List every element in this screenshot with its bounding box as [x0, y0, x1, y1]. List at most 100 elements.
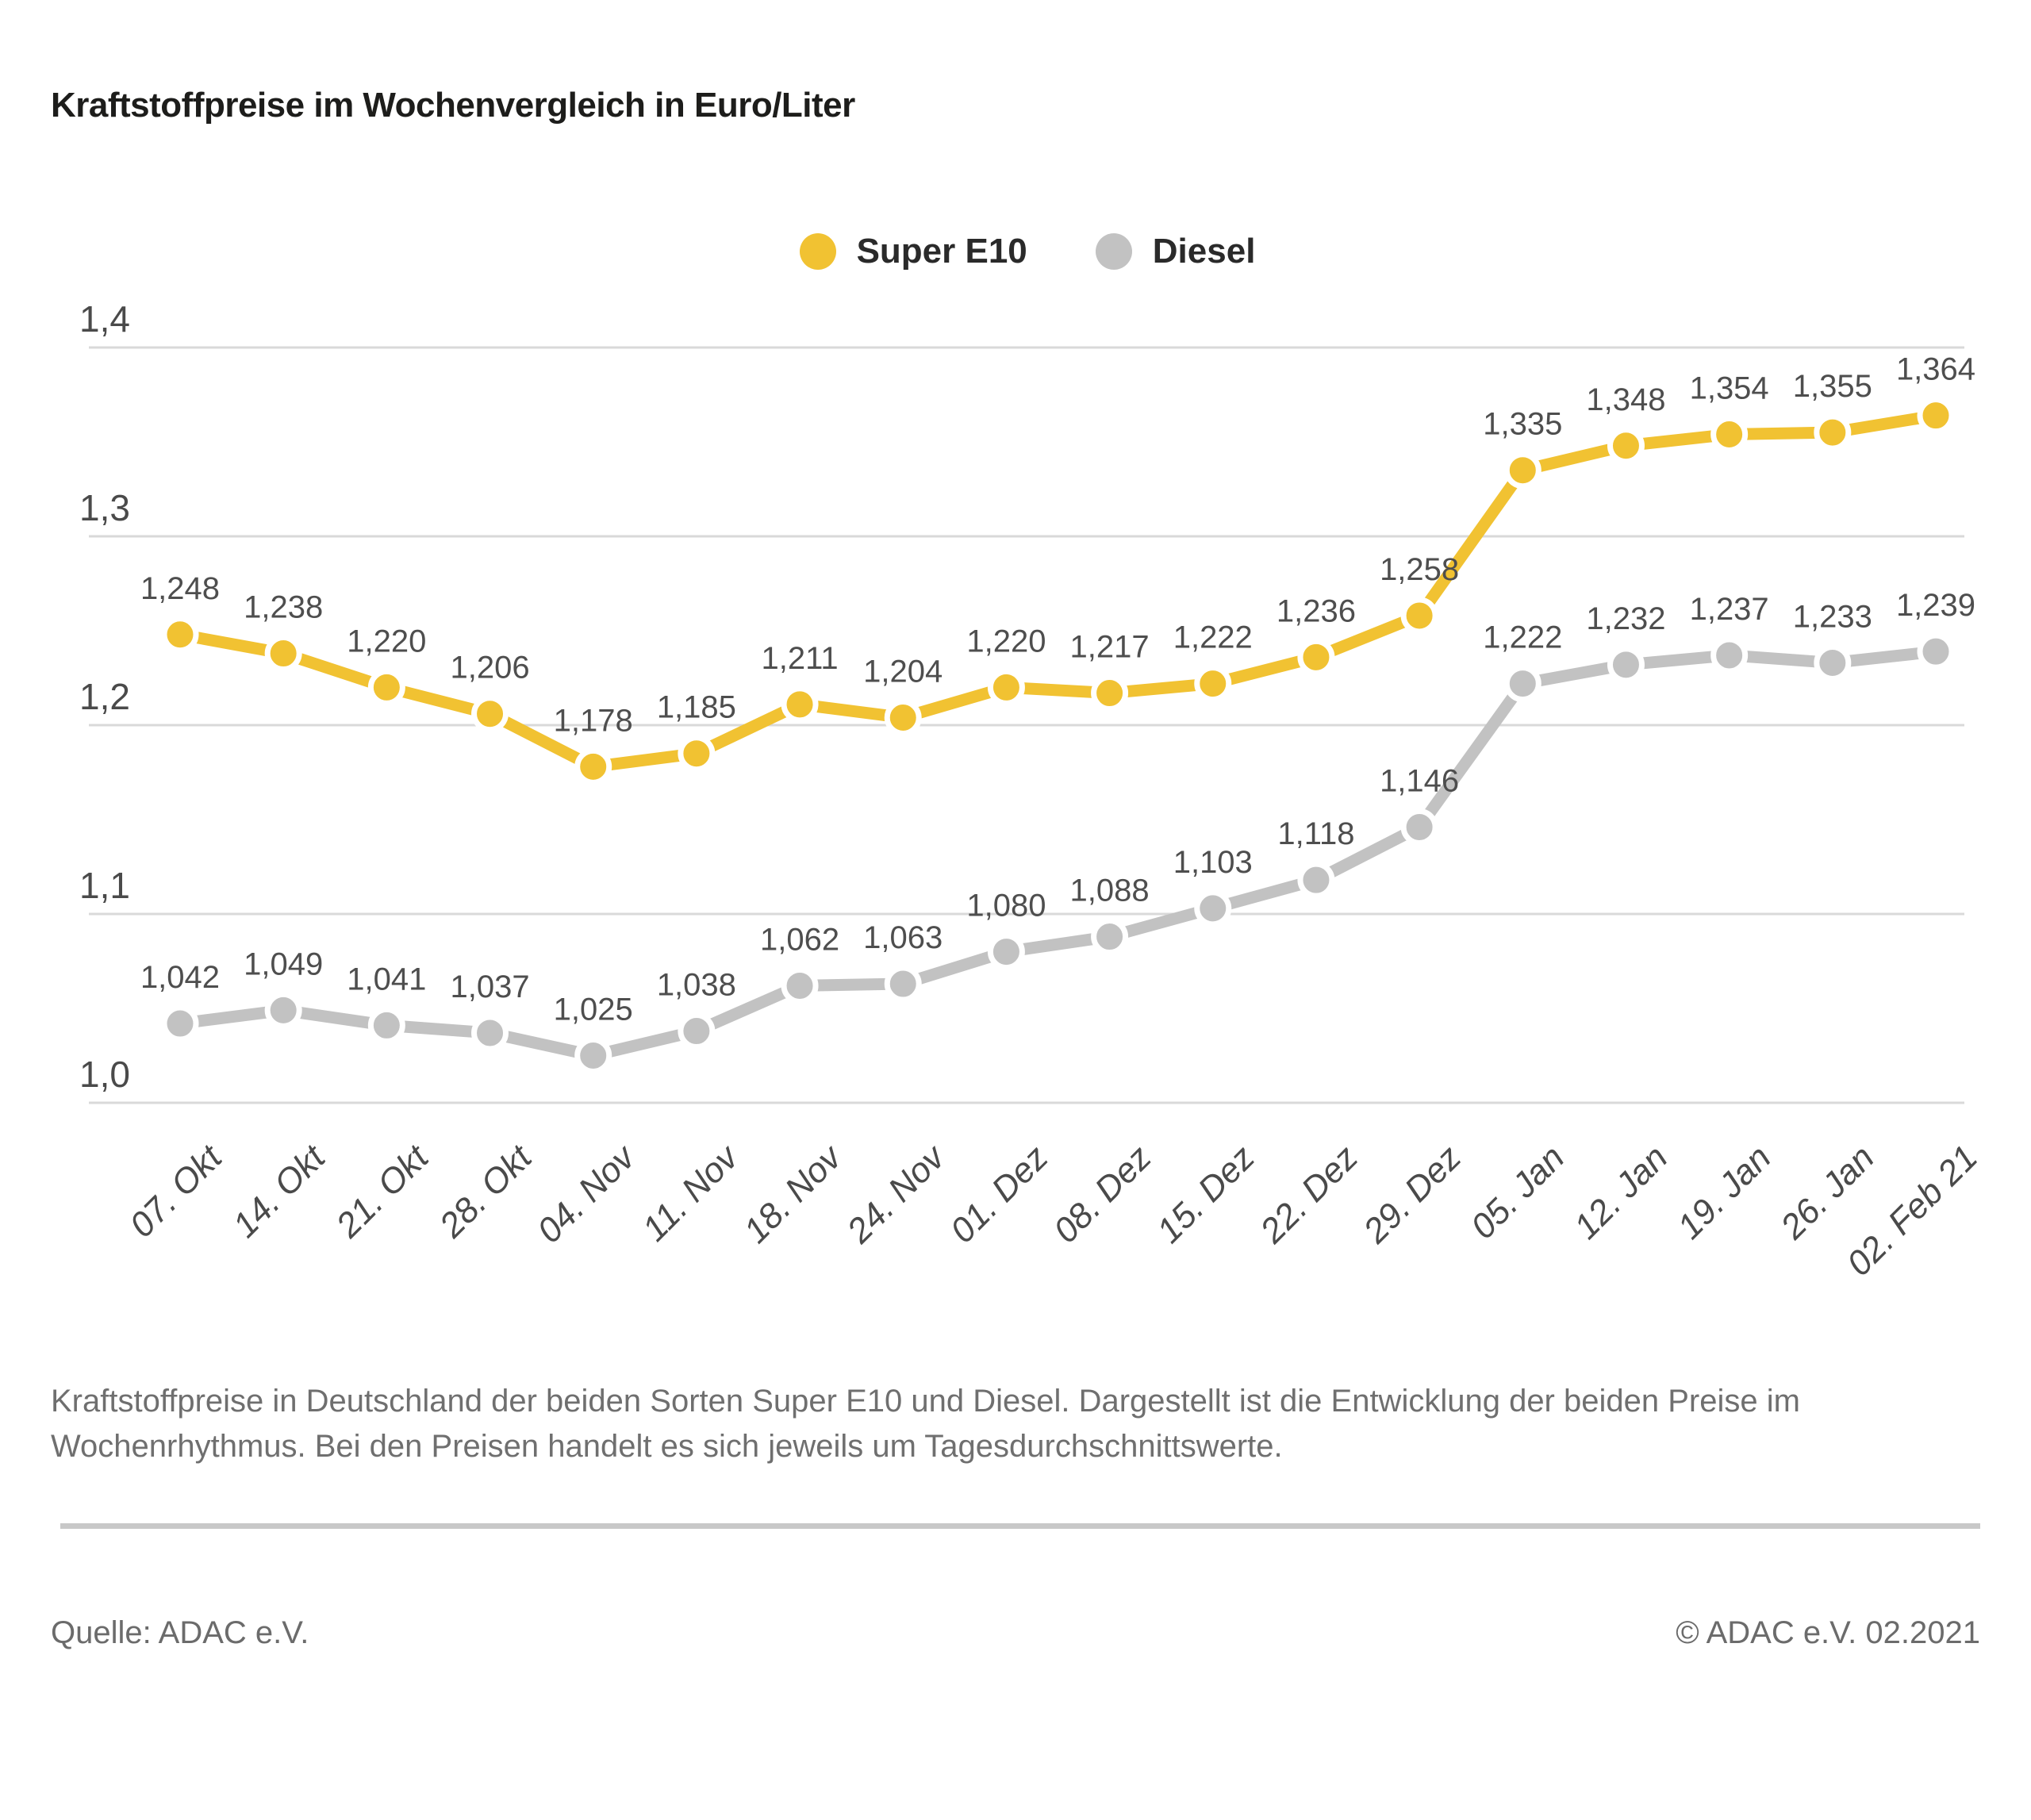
data-point-label-super-e10: 1,211 — [761, 641, 838, 676]
data-point-marker-super-e10 — [884, 698, 922, 736]
data-point-label-super-e10: 1,354 — [1690, 371, 1769, 405]
data-point-marker-super-e10 — [1607, 427, 1645, 465]
divider — [60, 1523, 1980, 1529]
data-point-marker-super-e10 — [1503, 451, 1541, 490]
x-axis-tick-label: 07. Okt — [122, 1137, 230, 1245]
data-point-label-diesel: 1,146 — [1380, 764, 1459, 799]
data-point-marker-diesel — [1194, 889, 1232, 927]
data-point-marker-super-e10 — [1917, 397, 1955, 435]
x-axis-tick-label: 15. Dez — [1150, 1138, 1262, 1250]
data-point-marker-diesel — [367, 1006, 405, 1044]
data-point-label-diesel: 1,025 — [554, 993, 633, 1027]
data-point-label-diesel: 1,062 — [760, 922, 839, 957]
data-point-label-diesel: 1,080 — [966, 889, 1046, 923]
x-axis-tick-label: 14. Okt — [225, 1137, 333, 1245]
copyright-text: © ADAC e.V. 02.2021 — [1676, 1615, 1980, 1650]
footer: Quelle: ADAC e.V. © ADAC e.V. 02.2021 — [51, 1615, 1980, 1651]
legend-label-super-e10: Super E10 — [856, 232, 1027, 271]
data-point-marker-diesel — [471, 1014, 509, 1052]
data-point-label-super-e10: 1,348 — [1586, 382, 1665, 417]
source-text: Quelle: ADAC e.V. — [51, 1615, 309, 1650]
data-point-marker-diesel — [1607, 646, 1645, 684]
data-point-label-super-e10: 1,185 — [657, 690, 736, 725]
data-point-label-diesel: 1,049 — [244, 946, 323, 981]
data-point-label-diesel: 1,118 — [1277, 816, 1354, 851]
data-point-marker-super-e10 — [574, 747, 612, 785]
x-axis-tick-label: 19. Jan — [1670, 1138, 1779, 1246]
x-axis-tick-label: 29. Dez — [1356, 1138, 1469, 1251]
data-point-label-super-e10: 1,238 — [244, 590, 323, 625]
legend-item-diesel: Diesel — [1095, 232, 1256, 271]
data-point-marker-diesel — [1503, 665, 1541, 703]
data-point-marker-super-e10 — [1194, 665, 1232, 703]
data-point-label-super-e10: 1,335 — [1483, 407, 1562, 442]
chart-description: Kraftstoffpreise in Deutschland der beid… — [51, 1384, 1800, 1464]
data-point-label-super-e10: 1,206 — [450, 651, 529, 685]
x-axis-tick-label: 01. Dez — [943, 1138, 1056, 1250]
data-point-marker-super-e10 — [1710, 415, 1749, 453]
y-axis-tick-label: 1,1 — [79, 865, 130, 906]
data-point-marker-diesel — [264, 991, 302, 1029]
data-point-label-super-e10: 1,178 — [554, 703, 633, 738]
x-axis-tick-label: 05. Jan — [1464, 1138, 1572, 1246]
legend-label-diesel: Diesel — [1152, 232, 1256, 271]
data-point-label-super-e10: 1,220 — [966, 624, 1046, 659]
data-point-label-diesel: 1,239 — [1896, 588, 1975, 623]
data-point-label-diesel: 1,232 — [1586, 601, 1665, 636]
data-point-marker-diesel — [574, 1037, 612, 1074]
y-axis-tick-label: 1,2 — [79, 676, 130, 717]
series-super-e10: 1,248 1,238 1,220 1,206 1,178 1,185 1,211 1,204… — [140, 352, 1975, 785]
chart-legend: Super E10 Diesel — [90, 232, 1964, 271]
data-point-label-diesel: 1,042 — [140, 960, 220, 995]
x-axis-tick-label: 11. Nov — [635, 1136, 747, 1249]
y-axis-tick-label: 1,0 — [79, 1054, 130, 1095]
data-point-label-diesel: 1,037 — [450, 970, 529, 1004]
data-point-label-diesel: 1,041 — [347, 962, 426, 996]
x-axis-tick-label: 04. Nov — [530, 1136, 644, 1250]
series-line-diesel — [179, 645, 1937, 1062]
x-axis-tick-label: 12. Jan — [1567, 1138, 1676, 1246]
x-axis-tick-label: 28. Okt — [432, 1137, 540, 1246]
data-point-marker-diesel — [884, 965, 922, 1003]
legend-dot-diesel-icon — [1095, 233, 1132, 270]
data-point-label-super-e10: 1,364 — [1896, 352, 1975, 387]
data-point-marker-diesel — [161, 1004, 199, 1042]
data-point-label-diesel: 1,103 — [1173, 845, 1253, 880]
data-point-label-diesel: 1,088 — [1070, 874, 1150, 908]
chart-title: Kraftstoffpreise im Wochenvergleich in E… — [51, 86, 855, 125]
legend-item-super-e10: Super E10 — [799, 232, 1027, 271]
legend-dot-super-e10-icon — [799, 233, 836, 270]
data-point-label-diesel: 1,063 — [863, 920, 943, 955]
data-point-marker-super-e10 — [471, 695, 509, 733]
data-point-marker-super-e10 — [1091, 674, 1129, 712]
series-diesel: 1,042 1,049 1,041 1,037 1,025 1,038 1,062 1,063… — [140, 588, 1975, 1074]
data-point-marker-diesel — [1917, 632, 1955, 670]
data-point-marker-super-e10 — [161, 616, 199, 654]
x-axis-tick-label: 22. Dez — [1252, 1138, 1365, 1251]
data-point-marker-super-e10 — [781, 685, 819, 724]
data-point-label-diesel: 1,222 — [1483, 620, 1562, 655]
data-point-marker-super-e10 — [264, 635, 302, 673]
data-point-label-super-e10: 1,204 — [863, 654, 943, 689]
data-point-marker-super-e10 — [678, 735, 716, 773]
data-point-marker-diesel — [1091, 918, 1129, 956]
data-point-label-diesel: 1,038 — [657, 968, 736, 1003]
data-point-label-super-e10: 1,222 — [1173, 620, 1253, 655]
y-axis-tick-label: 1,4 — [79, 298, 130, 340]
data-point-label-diesel: 1,233 — [1793, 599, 1872, 634]
x-axis-tick-label: 18. Nov — [736, 1136, 850, 1250]
data-point-label-super-e10: 1,217 — [1070, 630, 1150, 665]
series-line-super-e10 — [179, 409, 1937, 773]
gridlines-and-y-axis: 1,4 1,3 1,2 1,1 1,0 — [79, 298, 1964, 1104]
data-point-marker-super-e10 — [1297, 638, 1335, 676]
data-point-marker-diesel — [1297, 861, 1335, 899]
data-point-marker-diesel — [678, 1012, 716, 1050]
data-point-label-super-e10: 1,355 — [1793, 369, 1872, 404]
data-point-label-super-e10: 1,248 — [140, 571, 220, 606]
data-point-marker-super-e10 — [367, 668, 405, 706]
data-point-marker-diesel — [987, 933, 1025, 971]
data-point-marker-super-e10 — [1814, 413, 1852, 451]
x-axis-tick-label: 21. Okt — [328, 1137, 437, 1246]
